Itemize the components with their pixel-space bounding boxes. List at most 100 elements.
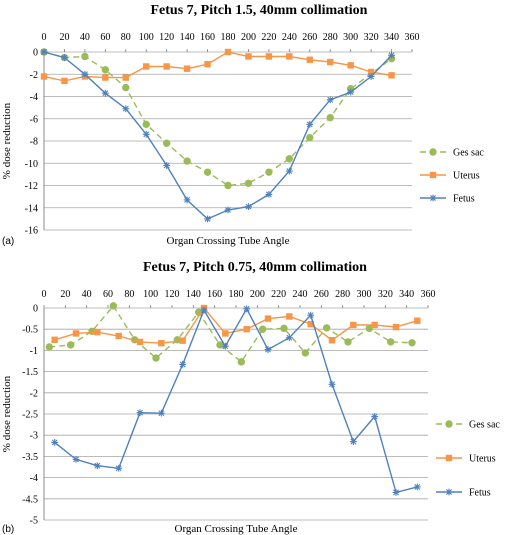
legend-marker	[429, 194, 437, 202]
y-tick-label: -10	[25, 159, 38, 170]
series-uterus	[40, 48, 395, 85]
data-point	[224, 181, 232, 190]
y-tick-label: -16	[25, 226, 38, 237]
series-uterus	[51, 304, 421, 347]
x-tick-label: 240	[282, 32, 297, 43]
legend-marker	[445, 488, 453, 496]
x-tick-label: 300	[343, 32, 358, 43]
legend-marker	[429, 171, 437, 179]
y-tick-label: -2	[30, 388, 38, 399]
data-point	[102, 74, 109, 81]
x-tick-label: 340	[399, 289, 414, 300]
x-tick-label: 20	[60, 289, 70, 300]
data-point	[51, 336, 58, 343]
x-tick-label: 60	[100, 32, 110, 43]
y-tick-label: -14	[25, 203, 38, 214]
data-point	[115, 464, 123, 472]
data-point	[183, 196, 191, 204]
x-tick-label: 200	[241, 32, 256, 43]
x-tick-label: 280	[323, 32, 338, 43]
data-point	[265, 191, 273, 198]
data-point	[81, 52, 89, 61]
series-line	[54, 306, 418, 344]
data-point	[204, 215, 211, 223]
data-point	[158, 339, 165, 347]
x-tick-label: 260	[314, 289, 329, 300]
data-point	[222, 330, 229, 337]
data-point	[200, 306, 208, 314]
data-point	[258, 325, 267, 333]
data-point	[51, 439, 59, 446]
data-point	[109, 302, 118, 310]
data-point	[280, 324, 288, 333]
data-point	[61, 77, 68, 85]
data-point	[204, 61, 211, 68]
data-point	[203, 168, 212, 176]
data-point	[367, 68, 375, 76]
x-tick-label: 80	[124, 289, 134, 300]
x-tick-label: 120	[159, 32, 174, 43]
data-point	[136, 338, 144, 346]
x-tick-label: 200	[250, 289, 265, 300]
data-point	[388, 72, 395, 79]
panel-tag: (b)	[2, 524, 14, 535]
x-tick-label: 0	[42, 32, 47, 43]
legend-marker	[429, 148, 437, 156]
x-tick-label: 220	[271, 289, 286, 300]
data-point	[414, 317, 421, 324]
legend-label: Fetus	[469, 488, 491, 499]
data-point	[301, 349, 310, 357]
data-point	[286, 313, 293, 320]
data-point	[307, 311, 315, 319]
data-point	[163, 63, 170, 70]
legend-label: Uterus	[469, 454, 496, 465]
x-tick-label: 80	[121, 32, 131, 43]
y-tick-label: 0	[33, 304, 38, 315]
y-axis-label: % dose reduction	[1, 375, 13, 452]
x-tick-label: 180	[221, 32, 236, 43]
series-ges-sac	[45, 302, 416, 366]
legend-label: Uterus	[453, 171, 480, 182]
data-point	[243, 305, 251, 313]
x-tick-label: 140	[186, 289, 201, 300]
data-point	[183, 65, 191, 72]
data-point	[40, 73, 48, 80]
data-point	[143, 63, 150, 70]
data-point	[179, 360, 187, 368]
data-point	[367, 73, 375, 80]
legend-label: Fetus	[453, 194, 475, 205]
y-tick-label: -0.5	[22, 325, 38, 336]
data-point	[392, 489, 400, 496]
x-axis-label: Organ Crossing Tube Angle	[167, 235, 290, 247]
chart-title: Fetus 7, Pitch 0.75, 40mm collimation	[143, 260, 367, 275]
x-tick-label: 40	[82, 289, 92, 300]
y-tick-label: 0	[33, 48, 38, 59]
x-tick-label: 300	[357, 289, 372, 300]
data-point	[81, 70, 89, 78]
x-tick-label: 100	[143, 289, 158, 300]
x-tick-label: 320	[364, 32, 379, 43]
data-point	[307, 320, 314, 328]
x-tick-label: 340	[384, 32, 399, 43]
data-point	[349, 438, 357, 445]
y-tick-label: -2.5	[22, 410, 38, 421]
y-tick-label: -4.5	[22, 494, 38, 505]
data-point	[350, 321, 357, 329]
data-point	[322, 324, 331, 332]
x-tick-label: 360	[421, 289, 436, 300]
data-point	[285, 155, 294, 163]
x-tick-label: 160	[207, 289, 222, 300]
data-point	[264, 315, 272, 322]
data-point	[264, 346, 272, 353]
data-point	[72, 330, 80, 337]
x-tick-label: 280	[335, 289, 350, 300]
series-line	[54, 307, 418, 494]
series-line	[49, 304, 413, 363]
y-tick-label: -1.5	[22, 367, 38, 378]
data-point	[115, 332, 122, 340]
data-point	[326, 113, 334, 122]
y-tick-label: -12	[25, 181, 38, 192]
x-tick-label: 60	[103, 289, 113, 300]
data-point	[371, 413, 379, 420]
data-point	[216, 341, 224, 349]
